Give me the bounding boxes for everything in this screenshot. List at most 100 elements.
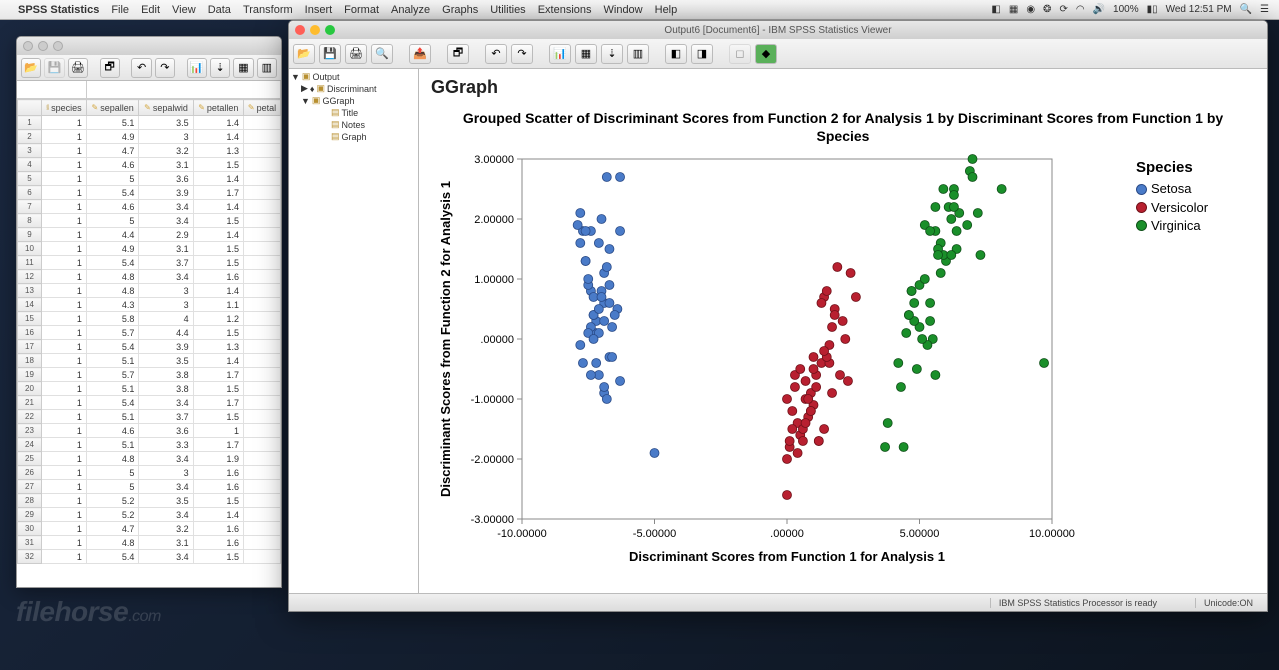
battery-icon[interactable]: ▮▯: [1147, 4, 1158, 15]
status-icon[interactable]: ⟳: [1059, 4, 1067, 15]
cell[interactable]: 5.1: [86, 354, 139, 368]
tree-output[interactable]: Output: [312, 72, 339, 82]
cell[interactable]: 1.4: [193, 284, 243, 298]
cell[interactable]: [243, 158, 280, 172]
cell[interactable]: 1: [42, 382, 87, 396]
find-icon[interactable]: ▦: [233, 58, 253, 78]
cell[interactable]: [243, 284, 280, 298]
cell[interactable]: 1.5: [193, 410, 243, 424]
cell[interactable]: 3.9: [139, 186, 193, 200]
cell[interactable]: 4.4: [86, 228, 139, 242]
cell[interactable]: 1.7: [193, 438, 243, 452]
menu-utilities[interactable]: Utilities: [490, 4, 525, 16]
cell[interactable]: 1: [42, 438, 87, 452]
row-number[interactable]: 17: [18, 340, 42, 354]
cell[interactable]: [243, 508, 280, 522]
cell[interactable]: 5.2: [86, 494, 139, 508]
row-number[interactable]: 28: [18, 494, 42, 508]
row-number[interactable]: 30: [18, 522, 42, 536]
data-grid[interactable]: ⧛ species✎ sepallen✎ sepalwid✎ petallen✎…: [17, 99, 281, 564]
cell[interactable]: 3.1: [139, 536, 193, 550]
goto-icon[interactable]: 📊: [549, 44, 571, 64]
close-button[interactable]: [295, 25, 305, 35]
cell[interactable]: 1: [42, 270, 87, 284]
cell[interactable]: 1.1: [193, 298, 243, 312]
status-icon[interactable]: ▦: [1009, 4, 1018, 15]
status-icon[interactable]: ❂: [1043, 4, 1051, 15]
cell[interactable]: 5.4: [86, 340, 139, 354]
cell[interactable]: 1: [42, 396, 87, 410]
data-editor-titlebar[interactable]: [17, 37, 281, 55]
open-icon[interactable]: 📂: [293, 44, 315, 64]
cell[interactable]: 4.8: [86, 536, 139, 550]
cell[interactable]: 3.2: [139, 144, 193, 158]
row-number[interactable]: 20: [18, 382, 42, 396]
insert-icon[interactable]: ◨: [691, 44, 713, 64]
tree-ggraph[interactable]: GGraph: [322, 96, 354, 106]
cell[interactable]: 4: [139, 312, 193, 326]
cell[interactable]: 1.4: [193, 228, 243, 242]
cell[interactable]: 1: [42, 312, 87, 326]
cell[interactable]: 3: [139, 284, 193, 298]
cell[interactable]: 4.6: [86, 200, 139, 214]
cell[interactable]: 4.4: [139, 326, 193, 340]
row-number[interactable]: 26: [18, 466, 42, 480]
cell[interactable]: 1.5: [193, 494, 243, 508]
tree-title[interactable]: Title: [342, 108, 359, 118]
save-icon[interactable]: 💾: [44, 58, 64, 78]
cell[interactable]: 5.4: [86, 256, 139, 270]
output-tree[interactable]: ▼▣Output ▶♦▣Discriminant ▼▣GGraph ▤Title…: [289, 69, 419, 593]
cell[interactable]: 1.3: [193, 340, 243, 354]
menu-analyze[interactable]: Analyze: [391, 4, 430, 16]
cell[interactable]: 5.7: [86, 326, 139, 340]
row-number[interactable]: 19: [18, 368, 42, 382]
cell[interactable]: 3.1: [139, 242, 193, 256]
cell[interactable]: 4.9: [86, 242, 139, 256]
row-number[interactable]: 11: [18, 256, 42, 270]
cell[interactable]: [243, 494, 280, 508]
menu-insert[interactable]: Insert: [305, 4, 333, 16]
undo-icon[interactable]: ↶: [485, 44, 507, 64]
cell[interactable]: 1.9: [193, 452, 243, 466]
save-icon[interactable]: 💾: [319, 44, 341, 64]
cell[interactable]: [243, 382, 280, 396]
column-header[interactable]: ✎ petal: [243, 100, 280, 116]
cell[interactable]: 3.5: [139, 116, 193, 130]
cell[interactable]: 1: [42, 466, 87, 480]
cell[interactable]: 1: [42, 116, 87, 130]
cell[interactable]: 1: [42, 410, 87, 424]
volume-icon[interactable]: 🔊: [1093, 4, 1105, 15]
wifi-icon[interactable]: ◠: [1076, 4, 1085, 15]
cell[interactable]: 1.7: [193, 396, 243, 410]
cell[interactable]: 1.6: [193, 466, 243, 480]
cell[interactable]: 1.5: [193, 242, 243, 256]
cell[interactable]: 1: [42, 326, 87, 340]
status-icon[interactable]: ◧: [991, 4, 1000, 15]
cell[interactable]: 5.7: [86, 368, 139, 382]
cell[interactable]: 3.6: [139, 424, 193, 438]
minimize-button[interactable]: [38, 41, 48, 51]
cell[interactable]: 1.6: [193, 522, 243, 536]
cell[interactable]: 1: [42, 452, 87, 466]
menu-view[interactable]: View: [172, 4, 196, 16]
row-number[interactable]: 31: [18, 536, 42, 550]
recall-icon[interactable]: 🗗: [100, 58, 120, 78]
cell[interactable]: [243, 200, 280, 214]
cell[interactable]: 1.7: [193, 368, 243, 382]
column-header[interactable]: ✎ sepalwid: [139, 100, 193, 116]
row-number[interactable]: 6: [18, 186, 42, 200]
row-number[interactable]: 24: [18, 438, 42, 452]
spotlight-icon[interactable]: 🔍: [1240, 4, 1252, 15]
cell[interactable]: 4.6: [86, 424, 139, 438]
cell[interactable]: 1: [193, 424, 243, 438]
cell[interactable]: [243, 424, 280, 438]
cell[interactable]: 5.1: [86, 116, 139, 130]
menu-window[interactable]: Window: [604, 4, 643, 16]
cell[interactable]: 1.4: [193, 508, 243, 522]
goto-icon[interactable]: ▦: [575, 44, 597, 64]
cell[interactable]: 3: [139, 130, 193, 144]
cell[interactable]: 1: [42, 200, 87, 214]
row-number[interactable]: 8: [18, 214, 42, 228]
cell[interactable]: [243, 466, 280, 480]
cell[interactable]: 5.2: [86, 508, 139, 522]
